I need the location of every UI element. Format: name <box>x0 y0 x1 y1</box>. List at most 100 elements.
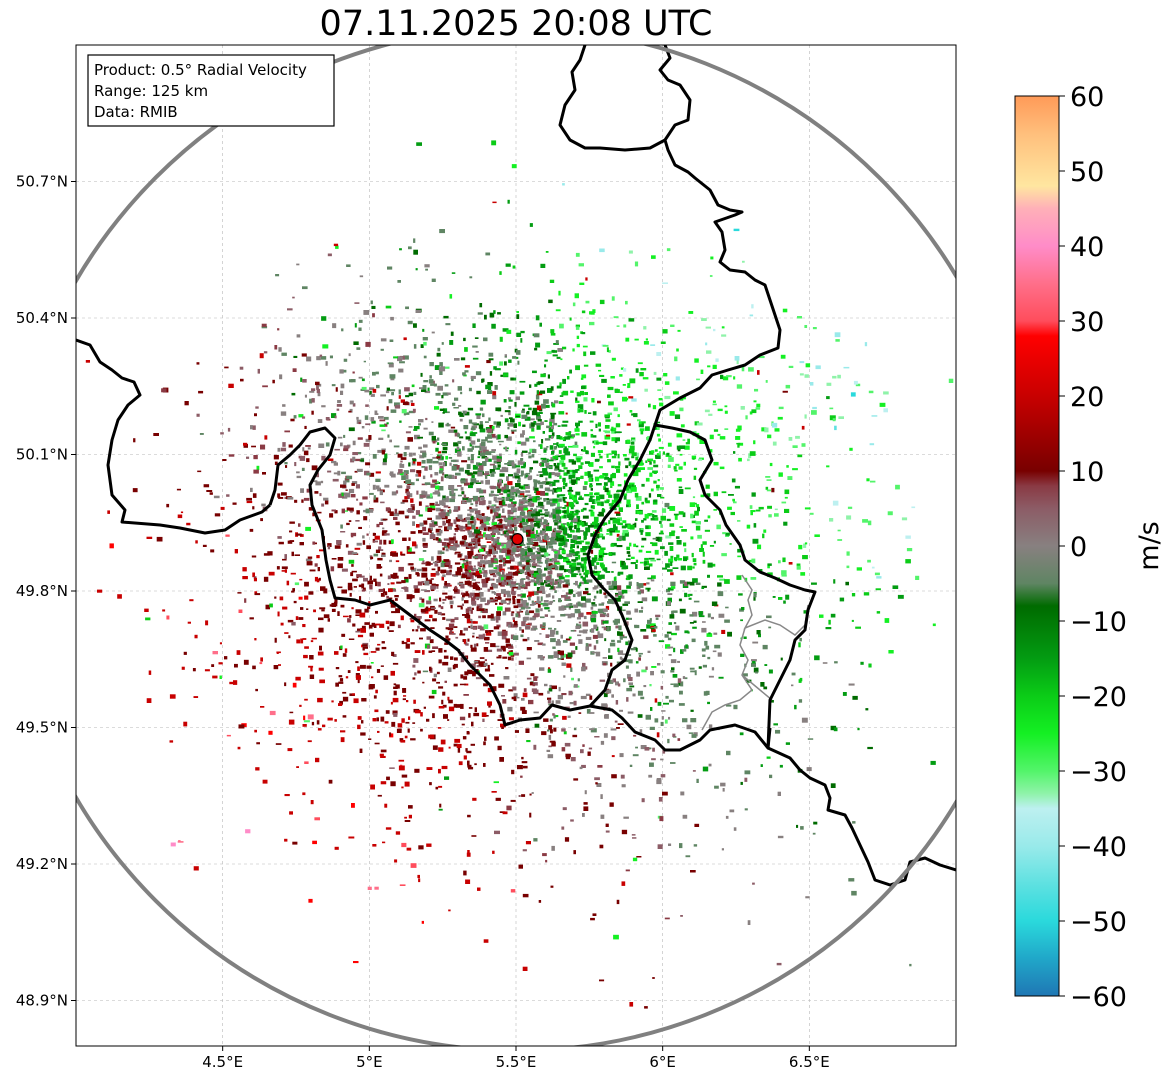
radar-echo-bin <box>776 962 782 966</box>
radar-echo-bin <box>590 488 593 491</box>
radar-echo-bin <box>522 692 528 698</box>
radar-echo-bin <box>531 792 534 794</box>
radar-echo-bin <box>687 438 690 443</box>
radar-echo-bin <box>653 371 657 375</box>
radar-echo-bin <box>282 606 288 610</box>
radar-echo-bin <box>678 703 685 706</box>
radar-echo-bin <box>239 366 244 370</box>
radar-echo-bin <box>622 520 627 524</box>
radar-echo-bin <box>317 728 322 731</box>
radar-echo-bin <box>340 604 345 608</box>
radar-echo-bin <box>521 756 524 760</box>
radar-echo-bin <box>500 505 503 508</box>
radar-echo-bin <box>441 342 444 345</box>
radar-echo-bin <box>532 542 539 547</box>
radar-echo-bin <box>738 593 743 596</box>
radar-echo-bin <box>706 350 712 354</box>
radar-echo-bin <box>438 604 441 608</box>
radar-echo-bin <box>431 439 438 443</box>
radar-echo-bin <box>475 526 479 530</box>
radar-echo-bin <box>361 378 365 382</box>
radar-echo-bin <box>493 496 497 502</box>
radar-echo-bin <box>600 475 605 479</box>
radar-echo-bin <box>85 360 90 363</box>
radar-echo-bin <box>423 545 428 548</box>
radar-echo-bin <box>440 562 445 568</box>
radar-echo-bin <box>576 528 581 533</box>
radar-echo-bin <box>507 522 511 527</box>
radar-echo-bin <box>491 521 497 526</box>
radar-echo-bin <box>350 572 354 577</box>
radar-echo-bin <box>427 579 433 585</box>
radar-echo-bin <box>594 571 600 576</box>
radar-echo-bin <box>570 494 574 497</box>
radar-echo-bin <box>666 248 671 252</box>
radar-echo-bin <box>281 492 287 496</box>
radar-echo-bin <box>529 384 532 388</box>
radar-echo-bin <box>575 425 579 429</box>
radar-echo-bin <box>390 582 395 585</box>
radar-echo-bin <box>303 715 306 721</box>
radar-echo-bin <box>464 517 467 521</box>
radar-echo-bin <box>641 462 644 466</box>
radar-echo-bin <box>822 662 828 664</box>
radar-echo-bin <box>382 530 388 533</box>
radar-echo-bin <box>467 513 472 517</box>
radar-echo-bin <box>342 715 347 718</box>
radar-echo-bin <box>236 650 241 655</box>
radar-echo-bin <box>508 406 512 409</box>
radar-echo-bin <box>645 338 648 341</box>
radar-echo-bin <box>736 359 739 365</box>
radar-echo-bin <box>492 455 498 460</box>
radar-echo-bin <box>457 605 463 608</box>
radar-echo-bin <box>636 511 643 514</box>
radar-echo-bin <box>496 624 501 628</box>
radar-echo-bin <box>507 656 512 661</box>
radar-echo-bin <box>748 453 752 459</box>
radar-echo-bin <box>549 445 554 450</box>
radar-echo-bin <box>638 549 643 553</box>
radar-echo-bin <box>615 597 621 602</box>
radar-echo-bin <box>801 443 806 447</box>
radar-echo-bin <box>524 605 529 609</box>
radar-echo-bin <box>701 648 706 652</box>
radar-echo-bin <box>625 300 628 305</box>
radar-echo-bin <box>462 372 466 376</box>
radar-echo-bin <box>448 540 455 544</box>
radar-echo-bin <box>377 449 383 453</box>
radar-echo-bin <box>335 387 338 392</box>
radar-echo-bin <box>598 453 601 456</box>
radar-echo-bin <box>352 693 355 696</box>
radar-echo-bin <box>855 626 861 629</box>
radar-echo-bin <box>281 570 287 572</box>
radar-echo-bin <box>533 572 539 578</box>
radar-echo-bin <box>662 749 666 754</box>
radar-echo-bin <box>626 654 632 656</box>
radar-echo-bin <box>570 630 575 632</box>
radar-echo-bin <box>603 627 607 631</box>
radar-echo-bin <box>534 487 539 491</box>
radar-echo-bin <box>380 501 385 504</box>
radar-echo-bin <box>616 469 621 473</box>
radar-echo-bin <box>658 446 664 449</box>
radar-echo-bin <box>565 638 571 641</box>
radar-echo-bin <box>459 716 466 721</box>
radar-echo-bin <box>734 485 740 489</box>
radar-echo-bin <box>454 397 459 401</box>
radar-echo-bin <box>621 784 626 788</box>
gridlines <box>76 45 956 1046</box>
radar-echo-bin <box>362 535 365 539</box>
radar-echo-bin <box>909 963 912 967</box>
radar-echo-bin <box>631 834 636 836</box>
radar-echo-bin <box>569 603 573 607</box>
radar-echo-bin <box>578 712 582 714</box>
radar-echo-bin <box>479 603 483 608</box>
radar-echo-bin <box>533 533 538 539</box>
radar-echo-bin <box>552 586 556 591</box>
radar-echo-bin <box>315 481 321 486</box>
radar-echo-bin <box>656 779 662 785</box>
radar-echo-bin <box>647 577 652 580</box>
radar-echo-bin <box>551 533 556 538</box>
radar-echo-bin <box>670 659 677 664</box>
radar-echo-bin <box>274 461 278 465</box>
